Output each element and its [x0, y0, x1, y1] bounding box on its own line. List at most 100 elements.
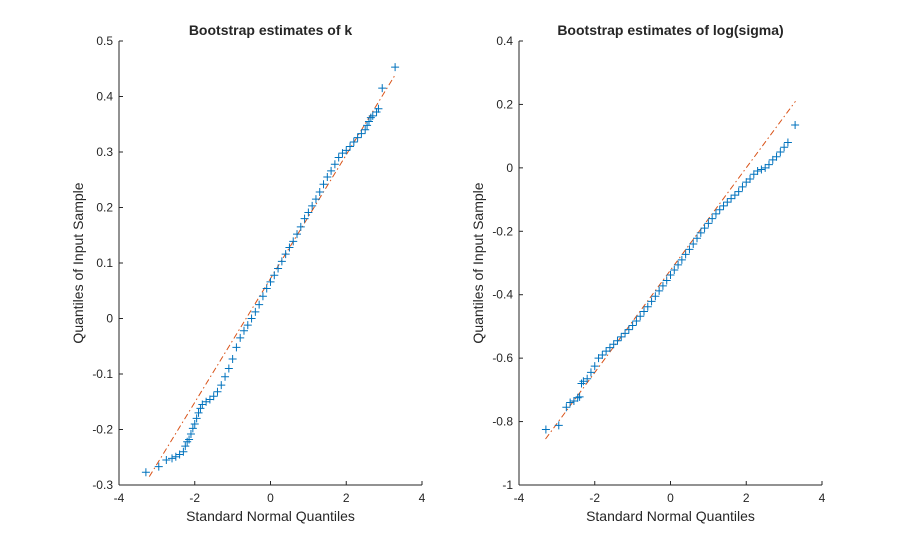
data-point: [185, 435, 194, 444]
data-point: [270, 271, 279, 280]
qq-plot-k: -4 -2 0 2 4 -0.3 -0.2 -0.1 0 0.1 0.2 0.3 0.4 0.5 Boots…: [70, 22, 426, 524]
data-point: [569, 396, 578, 405]
data-point: [266, 277, 275, 286]
data-point: [613, 336, 622, 345]
data-point: [349, 138, 358, 147]
data-point: [628, 321, 637, 330]
data-point: [162, 456, 171, 465]
data-point: [602, 347, 611, 356]
data-point: [791, 121, 800, 130]
data-point: [554, 421, 563, 430]
data-point: [378, 84, 387, 93]
data-point: [190, 419, 199, 428]
data-point: [727, 194, 736, 203]
y-tick-label: -0.2: [492, 224, 513, 238]
data-point: [357, 129, 366, 138]
y-tick-label: 0.5: [96, 34, 113, 48]
data-point: [205, 395, 214, 404]
data-point: [236, 333, 245, 342]
data-point: [188, 424, 197, 433]
data-point: [575, 392, 584, 401]
x-tick-label: 4: [819, 491, 826, 505]
data-point: [368, 111, 377, 120]
y-tick-label: 0.3: [96, 145, 113, 159]
data-point: [372, 108, 381, 117]
data-point: [330, 160, 339, 169]
data-point: [636, 312, 645, 321]
data-point: [363, 121, 372, 130]
data-point: [666, 271, 675, 280]
y-tick-label: 0.4: [496, 34, 513, 48]
data-point: [772, 152, 781, 161]
data-point: [749, 170, 758, 179]
data-point: [296, 222, 305, 231]
data-point: [647, 297, 656, 306]
data-point: [304, 208, 313, 217]
x-tick-label: 4: [419, 491, 426, 505]
data-point: [168, 454, 177, 463]
data-point: [154, 462, 163, 471]
y-tick-label: -0.2: [92, 423, 113, 437]
data-point: [262, 284, 271, 293]
data-point: [300, 214, 309, 223]
y-tick-label: -0.6: [492, 351, 513, 365]
y-tick-label: 0.2: [96, 201, 113, 215]
y-tick-label: 0.4: [96, 90, 113, 104]
y-tick-label: 0: [106, 312, 113, 326]
data-point: [171, 452, 180, 461]
data-point: [577, 379, 586, 388]
data-point: [251, 307, 260, 316]
data-point: [719, 201, 728, 210]
data-point: [670, 265, 679, 274]
x-axis-label: Standard Normal Quantiles: [186, 508, 355, 524]
data-point: [617, 332, 626, 341]
data-point: [308, 201, 317, 210]
data-point: [753, 167, 762, 176]
data-point: [277, 257, 286, 266]
data-point: [346, 142, 355, 151]
x-axis-label: Standard Normal Quantiles: [586, 508, 755, 524]
data-point: [715, 205, 724, 214]
data-point: [566, 398, 575, 407]
data-point: [738, 182, 747, 191]
data-point: [289, 237, 298, 246]
data-point: [632, 317, 641, 326]
data-point: [723, 198, 732, 207]
data-point: [311, 195, 320, 204]
data-point: [247, 314, 256, 323]
data-point: [761, 163, 770, 172]
x-tick-label: -2: [189, 491, 200, 505]
data-point: [562, 403, 571, 412]
y-tick-label: -0.1: [92, 367, 113, 381]
data-point: [696, 228, 705, 237]
data-point: [374, 104, 383, 113]
data-point: [541, 425, 550, 434]
chart-title: Bootstrap estimates of log(sigma): [557, 22, 783, 38]
data-point: [141, 468, 150, 477]
x-tick-label: 0: [667, 491, 674, 505]
y-tick-label: -0.3: [92, 478, 113, 492]
data-point: [319, 180, 328, 189]
data-point: [734, 187, 743, 196]
data-point: [662, 276, 671, 285]
data-point: [281, 250, 290, 259]
y-tick-label: 0.2: [496, 97, 513, 111]
data-point: [689, 239, 698, 248]
data-point: [598, 350, 607, 359]
y-axis-label: Quantiles of Input Sample: [470, 182, 486, 343]
data-point: [255, 300, 264, 309]
data-point: [353, 133, 362, 142]
data-point: [768, 155, 777, 164]
x-tick-label: -4: [114, 491, 125, 505]
data-point: [674, 260, 683, 269]
data-point: [194, 408, 203, 417]
data-point: [621, 329, 630, 338]
data-point: [586, 368, 595, 377]
chart-title: Bootstrap estimates of k: [189, 22, 353, 38]
qq-plot-log-sigma: -4 -2 0 2 4 -1 -0.8 -0.6 -0.4 -0.2 0 0.2 0.4 Bootstra…: [470, 22, 826, 524]
data-point: [708, 214, 717, 223]
data-point: [624, 325, 633, 334]
data-point: [391, 63, 400, 72]
data-point: [179, 447, 188, 456]
data-point: [746, 174, 755, 183]
